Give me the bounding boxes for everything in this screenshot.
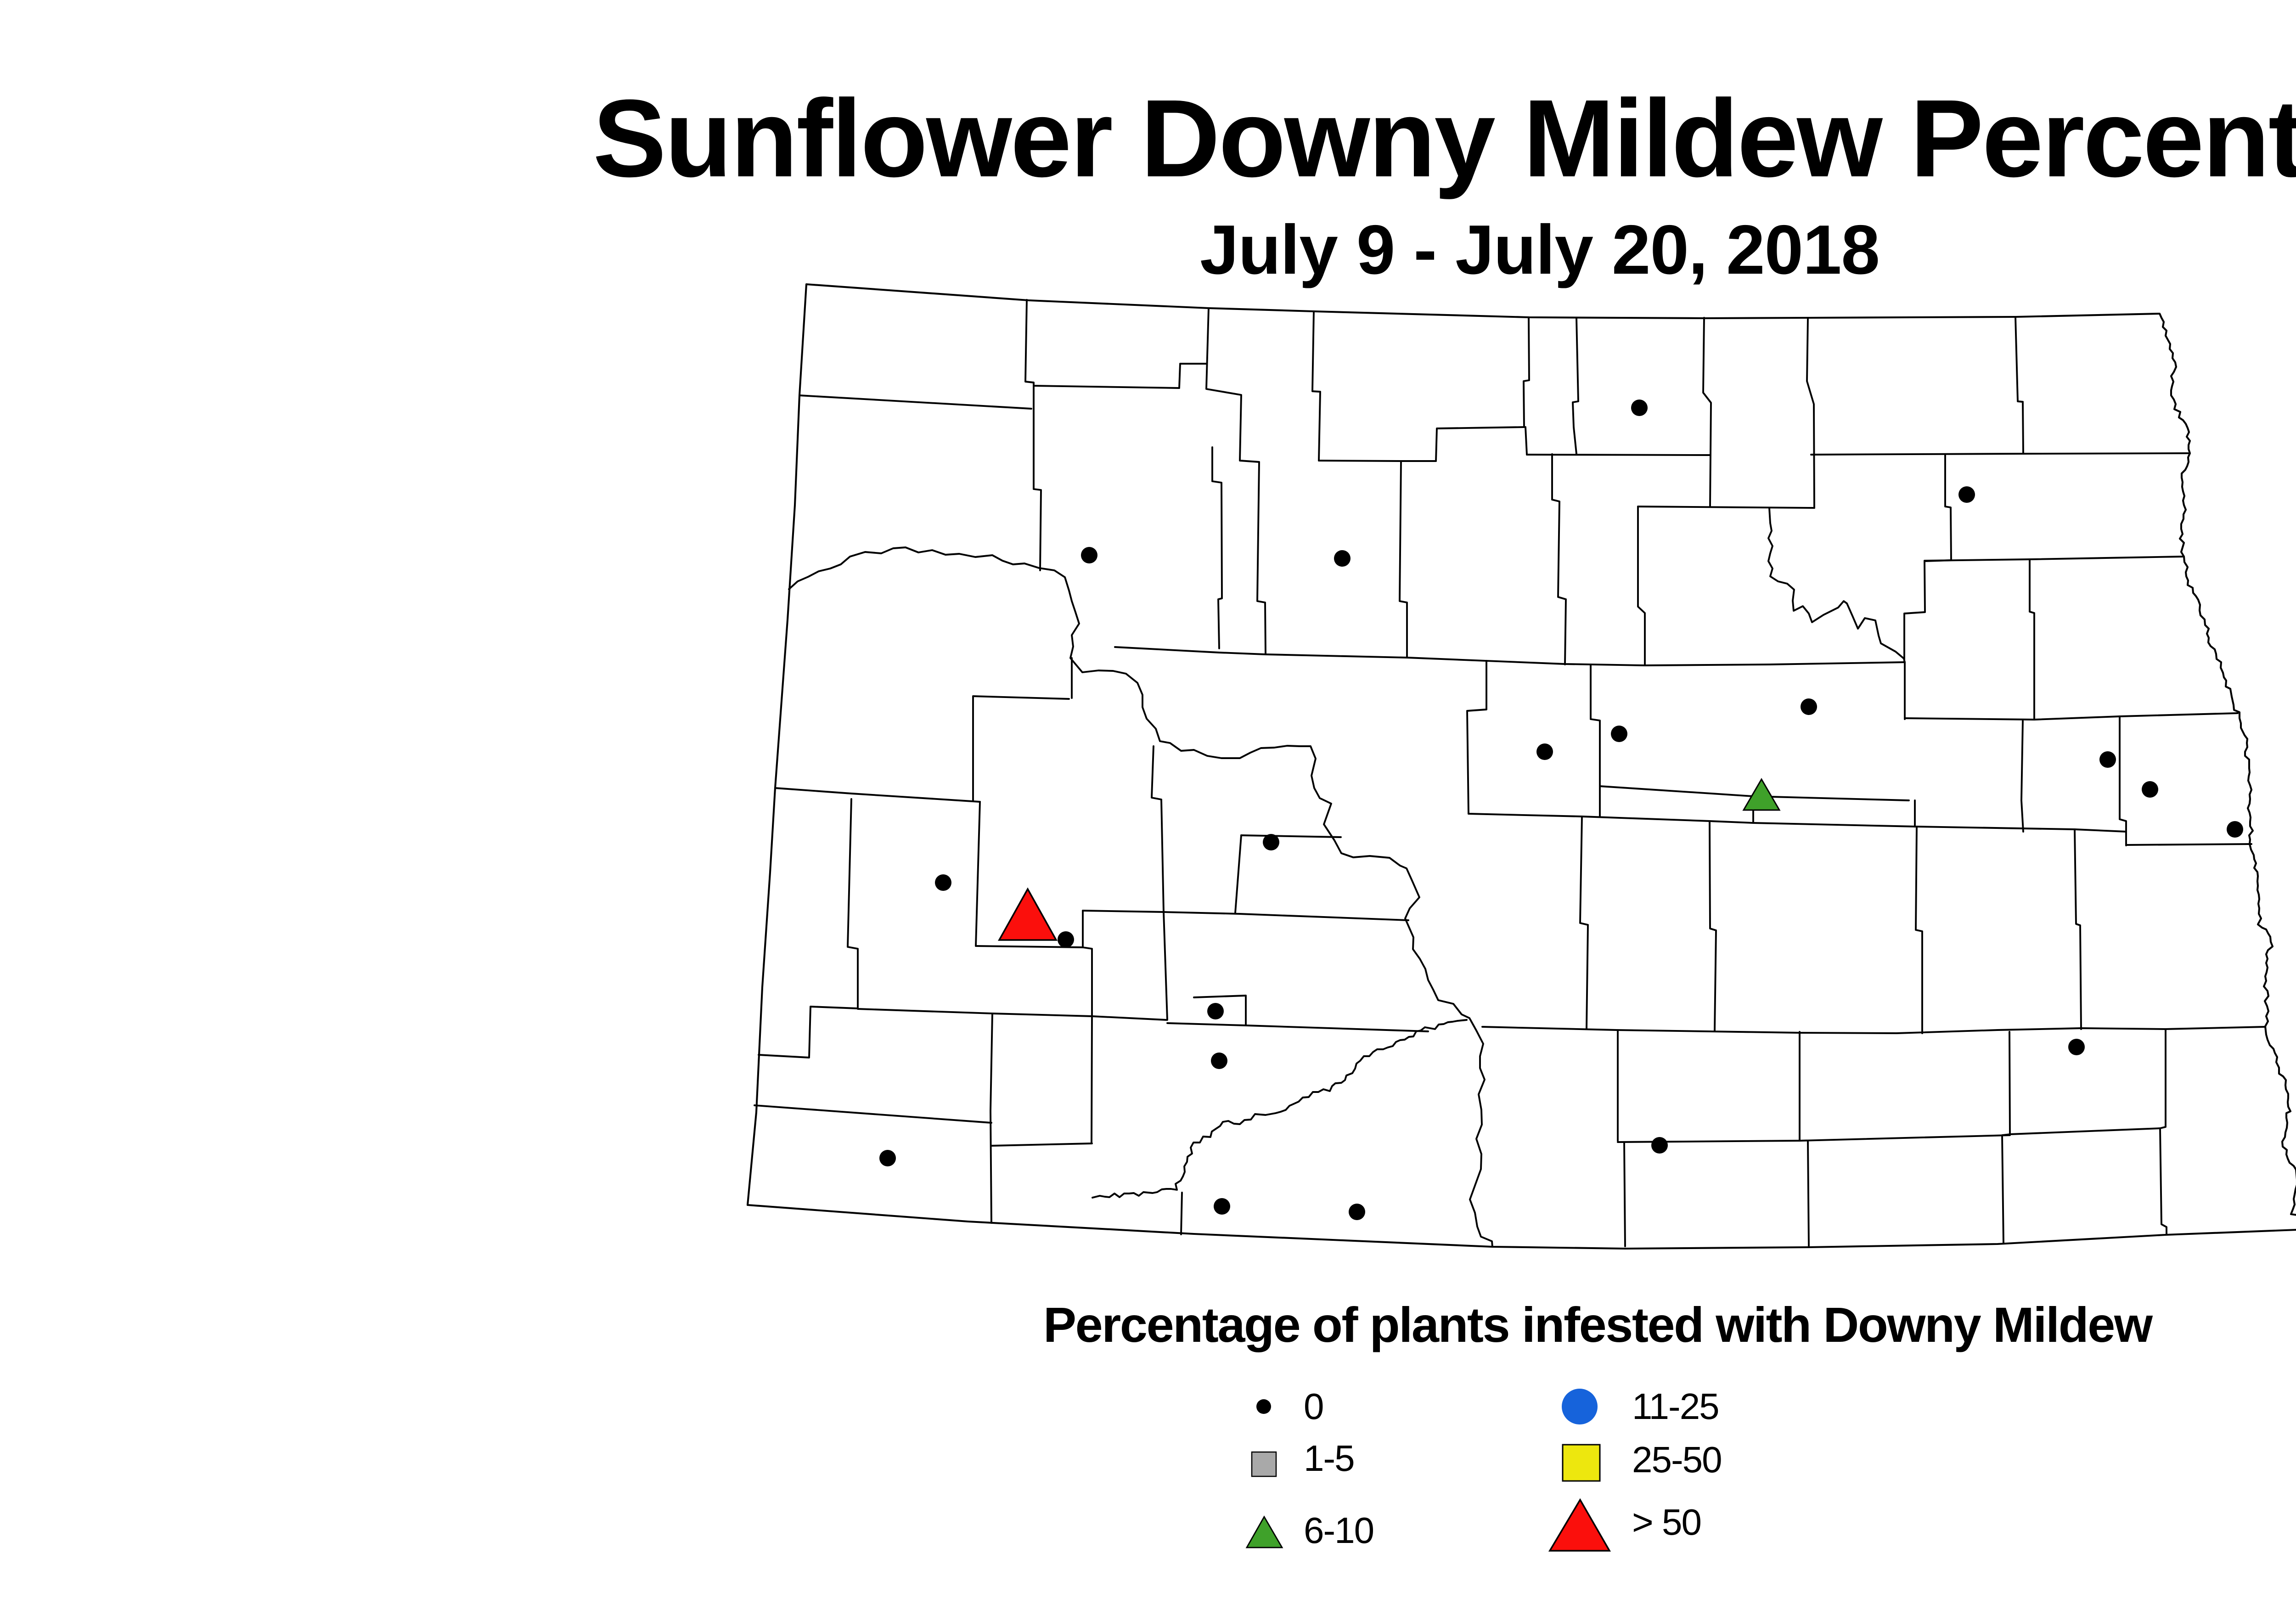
svg-text:6-10: 6-10	[1304, 1510, 1373, 1551]
svg-text:Sunflower Downy Mildew Percent: Sunflower Downy Mildew Percent Incidence	[593, 77, 2296, 200]
svg-text:July 9 - July 20, 2018: July 9 - July 20, 2018	[1200, 211, 1880, 289]
svg-text:> 50: > 50	[1632, 1502, 1701, 1542]
svg-text:25-50: 25-50	[1632, 1439, 1722, 1480]
svg-text:11-25: 11-25	[1632, 1386, 1719, 1427]
svg-text:Percentage of plants infested: Percentage of plants infested with Downy…	[1043, 1297, 2153, 1352]
svg-text:1-5: 1-5	[1304, 1438, 1354, 1479]
svg-text:0: 0	[1304, 1386, 1323, 1427]
